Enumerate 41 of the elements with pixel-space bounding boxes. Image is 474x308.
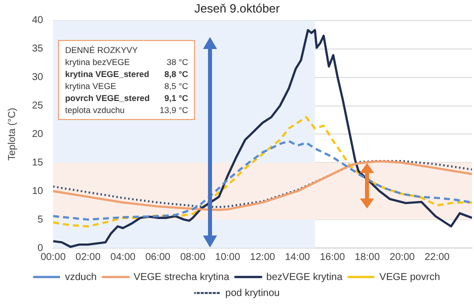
annotation: krytina VEGE [65,80,118,92]
y-tick-label: 10 [32,186,44,197]
line-series [53,140,472,221]
x-tick-label: 16:00 [320,252,346,263]
chart-title: Jeseň 9.október [194,2,280,16]
x-tick-label: 14:00 [284,252,310,263]
y-tick-label: 25 [32,100,44,112]
x-tick-label: 00:00 [40,252,66,263]
annotation: 9,1 °C [163,92,188,104]
x-tick-label: 04:00 [110,252,136,263]
x-tick-label: 08:00 [180,252,206,263]
legend-label: bezVEGE krytina [266,272,343,283]
y-tick-label: 15 [32,157,44,168]
annotation: povrch VEGE_stered [65,92,151,104]
annotation: DENNÉ ROZKYVY [65,44,139,56]
x-tick-label: 20:00 [390,252,416,263]
y-tick-label: 35 [32,44,44,55]
x-tick-label: 06:00 [145,252,171,263]
y-tick-label: 30 [32,72,44,84]
x-tick-label: 22:00 [424,252,450,263]
legend-label: vzduch [65,272,97,283]
x-tick-label: 12:00 [250,252,276,263]
annotation: 8,8 °C [163,68,188,80]
x-tick-label: 02:00 [76,252,101,263]
annotation: teplota vzduchu [65,104,126,116]
y-tick-label: 5 [38,214,44,226]
annotation: 38 °C [166,56,188,68]
legend-label: VEGE strecha krytina [134,272,230,283]
y-tick-label: 20 [32,128,44,140]
x-tick-label: 18:00 [354,252,380,263]
annotation: 8,5 °C [163,80,188,92]
legend-label: VEGE povrch [379,272,440,283]
y-tick-label: 40 [32,15,44,26]
annotation: 13,9 °C [160,104,188,116]
x-tick-label: 10:00 [215,252,241,263]
annotation: krytina VEGE_stered [65,68,150,80]
line-series [53,116,472,228]
annotation: krytina bezVEGE [65,56,131,68]
y-axis-title: Teplota (°C) [6,108,18,161]
legend-label: pod krytinou [225,288,280,299]
y-tick-label: 0 [38,242,44,254]
